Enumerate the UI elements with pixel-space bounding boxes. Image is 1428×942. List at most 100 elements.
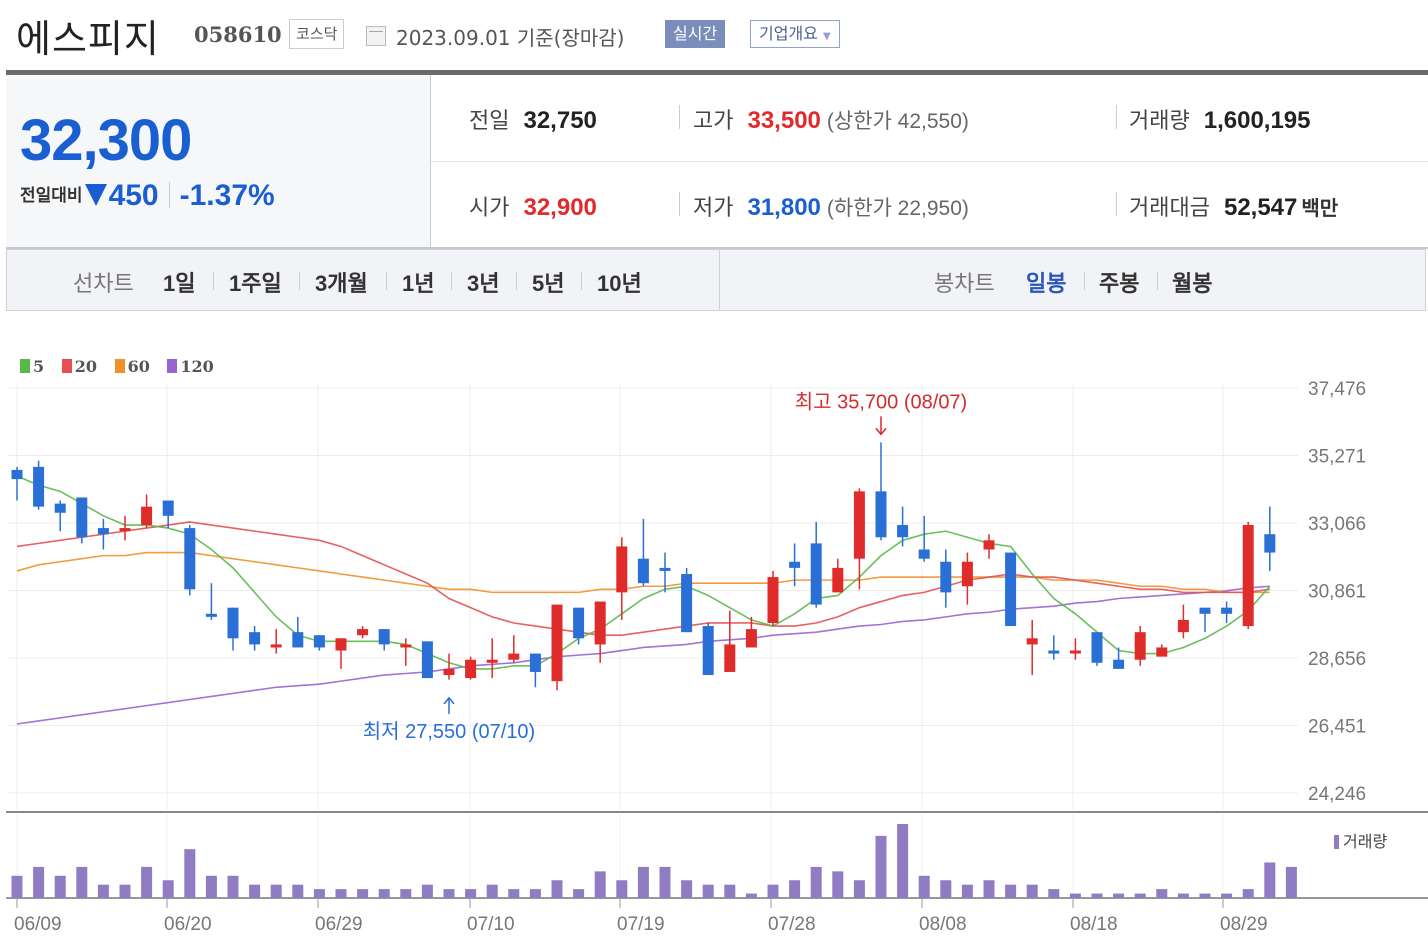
- realtime-button[interactable]: 실시간: [665, 20, 726, 48]
- svg-text:33,066: 33,066: [1308, 514, 1366, 535]
- price-change: 전일대비 450 -1.37%: [20, 179, 275, 213]
- svg-text:26,451: 26,451: [1308, 717, 1366, 738]
- svg-text:08/18: 08/18: [1070, 914, 1118, 935]
- trade-value-unit: 백만: [1301, 198, 1339, 220]
- divider: [1084, 272, 1085, 290]
- legend-ma120: 120: [167, 357, 214, 376]
- open-label: 시가: [469, 195, 510, 220]
- divider: [1157, 272, 1158, 290]
- legend-label: 5: [33, 357, 45, 376]
- legend-label: 20: [74, 357, 97, 376]
- chart-period-tabs: 선차트 1일 1주일 3개월 1년 3년 5년 10년 봉차트 일봉 주봉 월봉: [6, 249, 1426, 311]
- legend-ma60: 60: [114, 357, 150, 376]
- tab-monthly[interactable]: 월봉: [1172, 271, 1213, 296]
- price-stats: 전일 32,750 고가 33,500 (상한가 42,550) 거래량 1,600,1…: [431, 75, 1428, 247]
- legend-swatch: [61, 359, 72, 373]
- svg-text:최고 35,700 (08/07): 최고 35,700 (08/07): [795, 390, 967, 413]
- divider: [386, 272, 387, 290]
- volume-legend: 거래량: [1334, 828, 1387, 852]
- prev-close-value: 32,750: [523, 107, 597, 134]
- stock-header: 에스피지 058610 코스닥 2023.09.01 기준(장마감) 실시간 기…: [0, 0, 1428, 70]
- price-summary: 32,300 전일대비 450 -1.37% 전일 32,750 고가 33,500 (상…: [6, 75, 1428, 249]
- chevron-down-icon: ▼: [822, 31, 831, 42]
- volume-value: 1,600,195: [1203, 107, 1311, 134]
- prev-close-label: 전일: [469, 108, 510, 133]
- legend-ma5: 5: [20, 357, 44, 376]
- svg-text:07/19: 07/19: [617, 914, 665, 935]
- current-price-panel: 32,300 전일대비 450 -1.37%: [6, 75, 431, 247]
- legend-label: 120: [180, 357, 214, 376]
- company-overview-label: 기업개요: [759, 24, 818, 43]
- change-percent: -1.37%: [179, 179, 275, 212]
- legend-swatch: [114, 359, 125, 373]
- moving-average-lines: [16, 475, 1271, 725]
- tab-5y[interactable]: 5년: [532, 271, 565, 296]
- chart-grid: [6, 385, 1428, 899]
- tab-daily[interactable]: 일봉: [1026, 271, 1067, 296]
- tab-1y[interactable]: 1년: [402, 271, 435, 296]
- trade-value: 거래대금 52,547 백만: [1129, 190, 1338, 222]
- tab-3y[interactable]: 3년: [467, 271, 500, 296]
- trade-value-amount: 52,547: [1223, 194, 1298, 221]
- svg-text:35,271: 35,271: [1308, 447, 1366, 468]
- divider: [1116, 105, 1117, 129]
- calendar-icon: [366, 26, 386, 46]
- tab-1d[interactable]: 1일: [163, 271, 196, 296]
- candles: [11, 442, 1276, 691]
- market-badge: 코스닥: [289, 19, 345, 49]
- stats-row-2: 시가 32,900 저가 31,800 (하한가 22,950) 거래대금 52,547…: [431, 162, 1428, 248]
- svg-text:06/20: 06/20: [164, 914, 212, 935]
- header-divider: [6, 70, 1428, 75]
- divider: [516, 272, 517, 290]
- lower-limit: (하한가 22,950): [826, 197, 969, 220]
- svg-text:06/09: 06/09: [14, 914, 62, 935]
- tab-weekly[interactable]: 주봉: [1099, 271, 1140, 296]
- tab-1w[interactable]: 1주일: [229, 271, 282, 296]
- open-value: 32,900: [523, 194, 597, 221]
- divider: [679, 105, 680, 129]
- tab-3m[interactable]: 3개월: [315, 271, 368, 296]
- down-triangle-icon: [84, 184, 107, 206]
- x-axis-labels: 06/09 06/20 06/29 07/10 07/19 07/28 08/08 08/18…: [14, 898, 1268, 935]
- divider: [581, 272, 582, 290]
- svg-text:06/29: 06/29: [315, 914, 363, 935]
- upper-limit: (상한가 42,550): [826, 110, 969, 133]
- divider: [679, 192, 680, 216]
- chart-annotations: 최고 35,700 (08/07) 최저 27,550 (07/10): [363, 390, 967, 742]
- date-basis-label: 기준(장마감): [516, 26, 625, 50]
- tabs-divider: [719, 250, 720, 310]
- low-label: 저가: [693, 195, 734, 220]
- current-price: 32,300: [20, 108, 192, 173]
- legend-swatch: [167, 359, 178, 373]
- legend-swatch: [20, 359, 30, 373]
- low-value: 31,800: [747, 194, 821, 221]
- divider: [451, 272, 452, 290]
- tab-10y[interactable]: 10년: [597, 271, 642, 296]
- change-amount: 450: [108, 179, 159, 212]
- divider: [213, 272, 214, 290]
- company-overview-dropdown[interactable]: 기업개요 ▼: [750, 20, 840, 48]
- high-price: 고가 33,500 (상한가 42,550): [693, 103, 969, 135]
- date-value: 2023.09.01: [396, 26, 511, 50]
- svg-text:07/28: 07/28: [768, 914, 816, 935]
- svg-text:30,861: 30,861: [1308, 582, 1366, 603]
- svg-text:28,656: 28,656: [1308, 649, 1366, 670]
- volume-legend-label: 거래량: [1343, 832, 1388, 851]
- change-label: 전일대비: [20, 186, 83, 205]
- legend-ma20: 20: [61, 357, 97, 376]
- date-basis: 2023.09.01 기준(장마감): [396, 22, 624, 51]
- divider: [1116, 192, 1117, 216]
- volume-bars: [11, 824, 1297, 898]
- svg-text:08/29: 08/29: [1220, 914, 1268, 935]
- prev-close: 전일 32,750: [469, 103, 597, 135]
- svg-text:08/08: 08/08: [919, 914, 967, 935]
- stock-code: 058610: [194, 22, 282, 47]
- high-value: 33,500: [747, 107, 821, 134]
- trade-value-label: 거래대금: [1129, 195, 1210, 220]
- stats-row-1: 전일 32,750 고가 33,500 (상한가 42,550) 거래량 1,600,1…: [431, 75, 1428, 162]
- line-chart-label: 선차트: [73, 271, 134, 296]
- svg-text:24,246: 24,246: [1308, 784, 1366, 805]
- svg-text:37,476: 37,476: [1308, 379, 1366, 400]
- open-price: 시가 32,900: [469, 190, 597, 222]
- ma-legend: 5 20 60 120: [20, 357, 226, 376]
